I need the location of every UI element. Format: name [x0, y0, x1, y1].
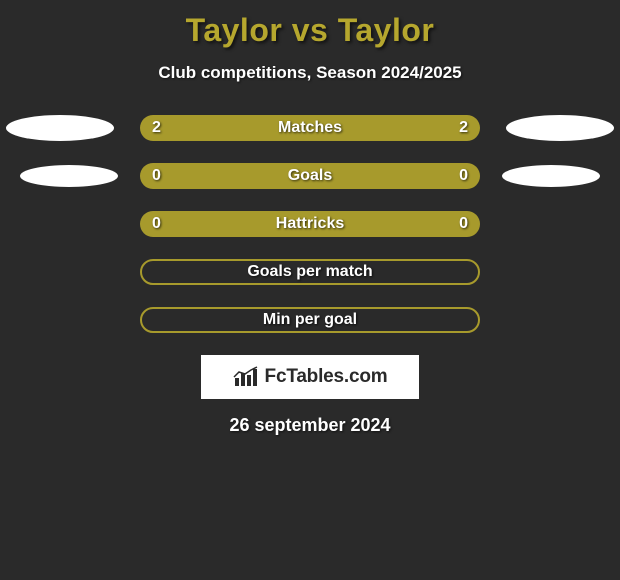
stat-label: Matches — [278, 119, 342, 137]
team-oval-left — [20, 165, 118, 187]
stat-bar-min-per-goal: Min per goal — [140, 307, 480, 333]
branding-box[interactable]: FcTables.com — [201, 355, 419, 399]
stat-bar-hattricks: 0 Hattricks 0 — [140, 211, 480, 237]
stat-row: Goals per match — [0, 259, 620, 285]
stat-row: 0 Hattricks 0 — [0, 211, 620, 237]
brand-name: FcTables.com — [265, 366, 388, 388]
stat-bar-goals: 0 Goals 0 — [140, 163, 480, 189]
stat-left-value: 0 — [152, 215, 161, 233]
stat-label: Goals per match — [247, 263, 372, 281]
team-oval-left — [6, 115, 114, 141]
stat-row: 0 Goals 0 — [0, 163, 620, 189]
comparison-card: Taylor vs Taylor Club competitions, Seas… — [0, 0, 620, 580]
chart-icon — [233, 366, 259, 388]
stat-bar-goals-per-match: Goals per match — [140, 259, 480, 285]
stat-right-value: 2 — [459, 119, 468, 137]
page-title: Taylor vs Taylor — [186, 12, 435, 49]
stat-label: Min per goal — [263, 311, 357, 329]
team-oval-right — [502, 165, 600, 187]
footer-date: 26 september 2024 — [229, 415, 390, 436]
stat-right-value: 0 — [459, 215, 468, 233]
stat-row: 2 Matches 2 — [0, 115, 620, 141]
stat-left-value: 2 — [152, 119, 161, 137]
page-subtitle: Club competitions, Season 2024/2025 — [158, 63, 461, 83]
stats-container: 2 Matches 2 0 Goals 0 0 Hattricks 0 — [0, 115, 620, 333]
stat-bar-matches: 2 Matches 2 — [140, 115, 480, 141]
stat-right-value: 0 — [459, 167, 468, 185]
stat-left-value: 0 — [152, 167, 161, 185]
team-oval-right — [506, 115, 614, 141]
stat-row: Min per goal — [0, 307, 620, 333]
stat-label: Goals — [288, 167, 332, 185]
stat-label: Hattricks — [276, 215, 344, 233]
